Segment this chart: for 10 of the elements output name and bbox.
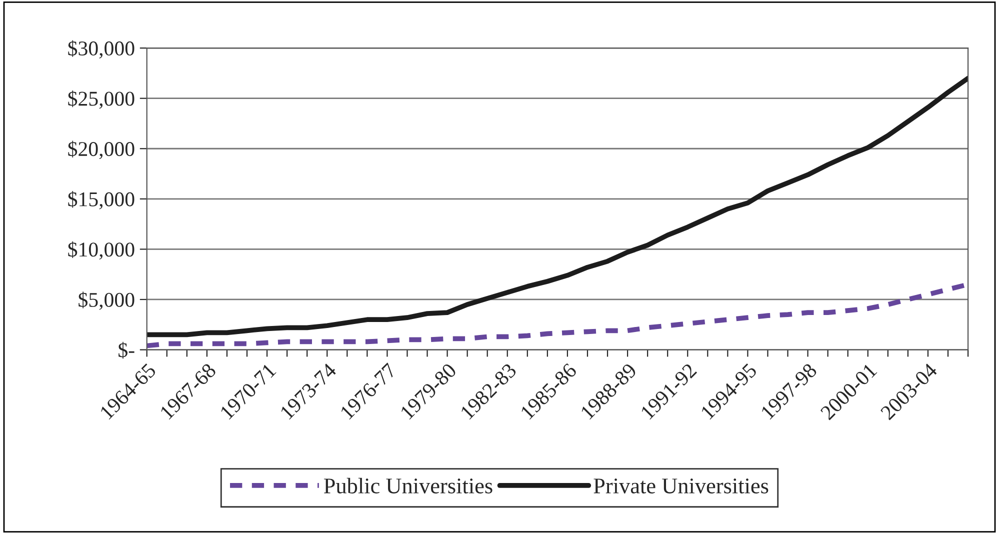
y-tick-label: $5,000 — [78, 292, 134, 310]
y-tick-label: $10,000 — [68, 241, 134, 260]
y-tick-label: $20,000 — [68, 140, 134, 160]
y-tick-label: $30,000 — [68, 40, 134, 58]
legend-label: Private Universities — [594, 478, 768, 494]
y-tick-label: $- — [118, 342, 134, 359]
line-series — [146, 76, 968, 338]
y-tick-label: $25,000 — [68, 90, 134, 109]
legend-label: Public Universities — [324, 478, 492, 494]
y-tick-label: $15,000 — [68, 191, 134, 210]
